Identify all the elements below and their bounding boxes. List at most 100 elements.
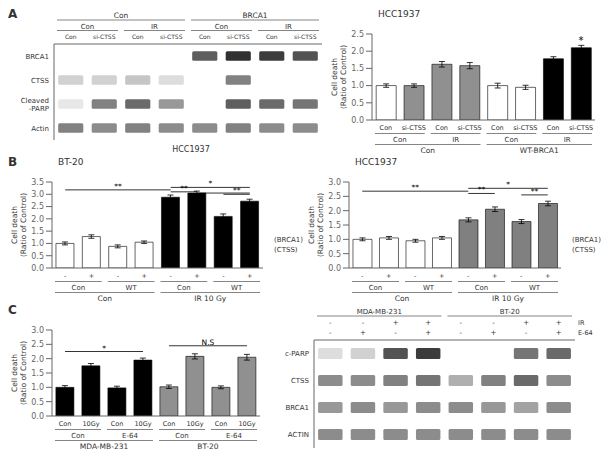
- svg-text:-: -: [394, 329, 397, 337]
- svg-text:-: -: [117, 272, 120, 280]
- svg-text:2.0: 2.0: [31, 215, 44, 224]
- svg-text:+: +: [556, 319, 562, 327]
- svg-text:IR: IR: [452, 136, 459, 144]
- svg-text:BRCA1: BRCA1: [242, 11, 267, 20]
- svg-text:*: *: [208, 179, 212, 188]
- svg-text:2.5: 2.5: [31, 340, 44, 349]
- svg-text:c-PARP: c-PARP: [285, 350, 309, 358]
- svg-text:-: -: [414, 272, 417, 280]
- svg-text:Con: Con: [475, 284, 489, 292]
- svg-text:3.0: 3.0: [31, 326, 44, 335]
- svg-text:IR: IR: [285, 23, 292, 31]
- svg-text:BRCA1: BRCA1: [26, 53, 49, 61]
- svg-text:*: *: [102, 344, 106, 353]
- svg-text:IR: IR: [578, 319, 585, 327]
- svg-text:-: -: [170, 272, 173, 280]
- svg-text:2.5: 2.5: [328, 192, 341, 201]
- svg-text:Con: Con: [266, 33, 278, 40]
- svg-text:Con: Con: [163, 420, 176, 428]
- svg-text:+: +: [492, 272, 497, 280]
- svg-text:-: -: [460, 319, 463, 327]
- svg-text:0.0: 0.0: [31, 264, 44, 273]
- svg-text:+: +: [194, 272, 199, 280]
- svg-text:1.0: 1.0: [31, 383, 44, 392]
- svg-text:**: **: [412, 183, 420, 192]
- svg-text:0.0: 0.0: [31, 412, 44, 421]
- svg-text:1.5: 1.5: [31, 227, 44, 236]
- svg-text:E-64: E-64: [578, 329, 593, 337]
- svg-text:*: *: [506, 180, 510, 189]
- svg-text:10Gy: 10Gy: [186, 420, 203, 428]
- svg-text:si-CTSS: si-CTSS: [402, 124, 426, 132]
- svg-text:Con: Con: [380, 124, 393, 132]
- svg-text:IR 10 Gy: IR 10 Gy: [194, 294, 227, 303]
- svg-text:0.5: 0.5: [31, 252, 44, 261]
- svg-text:+: +: [386, 272, 391, 280]
- svg-text:-: -: [525, 329, 528, 337]
- svg-text:E-64: E-64: [226, 432, 242, 440]
- svg-text:**: **: [233, 186, 241, 195]
- svg-text:CTSS: CTSS: [291, 377, 310, 385]
- svg-text:Actin: Actin: [31, 125, 49, 133]
- svg-text:1.5: 1.5: [328, 221, 341, 230]
- svg-text:-: -: [492, 319, 495, 327]
- svg-text:10Gy: 10Gy: [134, 420, 151, 428]
- svg-text:*: *: [579, 35, 584, 46]
- svg-text:Con: Con: [65, 33, 77, 40]
- svg-text:Con: Con: [491, 124, 504, 132]
- svg-text:2.5: 2.5: [31, 202, 44, 211]
- svg-text:1.0: 1.0: [31, 239, 44, 248]
- svg-text:10Gy: 10Gy: [238, 420, 255, 428]
- svg-text:+: +: [439, 272, 444, 280]
- svg-text:0.5: 0.5: [328, 250, 341, 259]
- svg-text:+: +: [425, 319, 431, 327]
- svg-text:2.0: 2.0: [351, 47, 364, 56]
- svg-text:Con: Con: [369, 284, 383, 292]
- svg-text:-: -: [460, 329, 463, 337]
- svg-text:Con: Con: [72, 284, 86, 292]
- svg-text:2.0: 2.0: [31, 355, 44, 364]
- svg-text:-: -: [362, 319, 365, 327]
- svg-text:+: +: [89, 272, 94, 280]
- svg-text:**: **: [478, 185, 486, 194]
- svg-text:WT-BRCA1: WT-BRCA1: [520, 146, 559, 155]
- svg-text:WT: WT: [423, 284, 435, 292]
- svg-text:Con: Con: [81, 23, 95, 31]
- svg-text:MDA-MB-231: MDA-MB-231: [80, 442, 129, 451]
- svg-text:+: +: [360, 329, 366, 337]
- svg-text:Con: Con: [111, 420, 124, 428]
- svg-text:1.5: 1.5: [31, 369, 44, 378]
- svg-text:Con: Con: [215, 420, 228, 428]
- svg-text:**: **: [531, 187, 539, 196]
- svg-text:Con: Con: [395, 294, 410, 303]
- svg-text:-: -: [520, 272, 523, 280]
- svg-text:Con: Con: [393, 136, 407, 144]
- svg-text:-: -: [329, 319, 332, 327]
- svg-text:CTSS: CTSS: [31, 77, 50, 85]
- svg-text:E-64: E-64: [122, 432, 138, 440]
- svg-text:Con: Con: [71, 432, 85, 440]
- svg-text:3.0: 3.0: [328, 178, 341, 187]
- svg-text:**: **: [180, 184, 188, 193]
- svg-text:ACTIN: ACTIN: [288, 431, 309, 439]
- svg-text:1.0: 1.0: [351, 81, 364, 90]
- svg-text:si-CTSS: si-CTSS: [93, 33, 116, 40]
- svg-text:si-CTSS: si-CTSS: [160, 33, 183, 40]
- svg-text:Con: Con: [132, 33, 144, 40]
- svg-text:3.5: 3.5: [31, 178, 44, 187]
- svg-text:0.0: 0.0: [328, 264, 341, 273]
- svg-text:N.S: N.S: [202, 338, 215, 347]
- svg-text:10Gy: 10Gy: [82, 420, 99, 428]
- svg-text:+: +: [545, 272, 550, 280]
- svg-text:Cleaved-PARP: Cleaved-PARP: [21, 97, 49, 113]
- svg-text:Con: Con: [435, 124, 448, 132]
- svg-text:WT: WT: [126, 284, 138, 292]
- svg-text:Con: Con: [114, 11, 129, 20]
- svg-text:0.5: 0.5: [31, 398, 44, 407]
- svg-text:Con: Con: [199, 33, 211, 40]
- svg-text:IR 10 Gy: IR 10 Gy: [492, 294, 525, 303]
- svg-text:+: +: [247, 272, 252, 280]
- svg-text:si-CTSS: si-CTSS: [457, 124, 481, 132]
- svg-text:WT: WT: [529, 284, 541, 292]
- svg-text:Con: Con: [420, 146, 435, 155]
